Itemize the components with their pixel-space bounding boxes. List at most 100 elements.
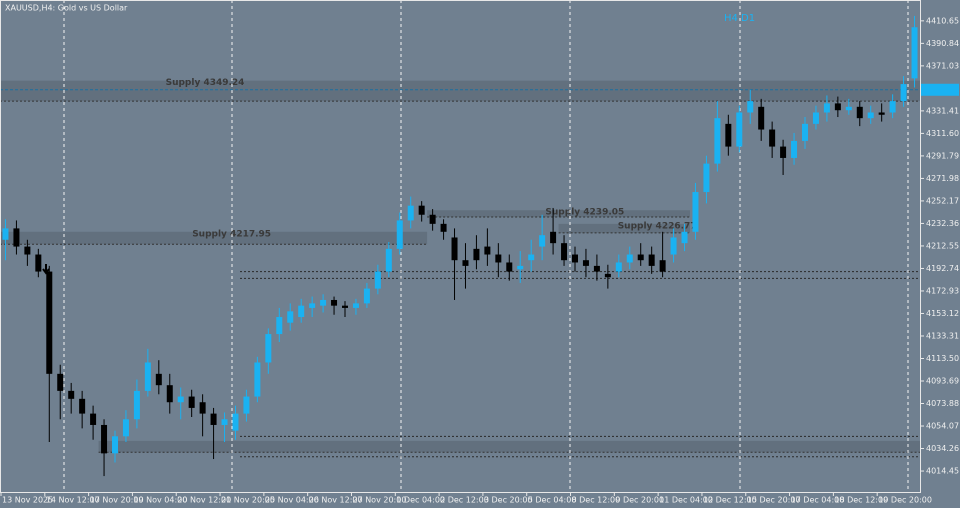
zone-label: Supply 4226.77 [618,221,697,231]
candle-body [582,260,589,266]
candle-body [221,419,228,425]
candle-body [46,271,53,374]
y-tick-label: 4093.69 [926,376,959,385]
x-tick-label: 17 Nov 20:00 [90,496,144,505]
y-tick-label: 4212.55 [926,241,959,250]
candle-body [440,223,447,232]
candle-body [385,248,392,272]
candle-body [276,317,283,335]
x-tick-label: 13 Nov 2025 [2,496,53,505]
candle-body [166,385,173,403]
y-tick-label: 4073.88 [926,399,959,408]
candle-body [648,254,655,266]
x-tick-label: 11 Dec 04:00 [659,496,713,505]
candle-body [24,246,31,255]
zone-label: Supply 4349.24 [166,78,245,88]
candle-body [900,84,907,102]
x-tick-label: 9 Dec 20:00 [615,496,664,505]
candle-body [780,146,787,158]
candle-body [363,288,370,304]
candle-body [736,112,743,147]
candle-body [845,106,852,111]
y-tick-label: 4014.45 [926,467,959,476]
candle-body [177,396,184,403]
candle-body [791,140,798,158]
candle-body [68,390,75,399]
candle-body [396,220,403,249]
x-tick-label: 2 Dec 12:00 [440,496,489,505]
y-tick-label: 4232.36 [926,219,959,228]
candle-body [593,265,600,272]
candle-body [615,262,622,272]
candle-body [451,237,458,261]
candle-body [79,398,86,414]
x-tick-label: 17 Dec 04:00 [791,496,845,505]
candle-body [352,303,359,308]
candle-body [747,101,754,113]
x-tick-label: 27 Nov 20:00 [352,496,406,505]
candle-body [802,123,808,141]
candle-body [911,27,918,79]
candle-body [342,305,348,308]
candle-body [101,424,108,454]
candle-body [144,362,151,391]
candle-body [57,373,64,391]
candle-body [210,413,217,425]
candle-body [112,436,118,454]
candle-body [473,248,480,261]
candle-body [320,299,327,306]
candle-body [681,231,688,244]
x-tick-label: 25 Nov 04:00 [265,496,319,505]
candle-body [867,112,874,119]
timeframes: H4 D1 [724,13,755,24]
candle-body [769,129,776,147]
candle-body [407,205,414,221]
x-tick-label: 21 Nov 20:00 [221,496,275,505]
x-tick-label: 19 Nov 04:00 [133,496,187,505]
y-tick-label: 4252.17 [926,196,959,205]
candle-body [528,254,535,261]
x-tick-label: 15 Dec 20:00 [747,496,801,505]
candle-body [823,103,830,113]
candle-body [604,273,611,278]
candle-body [758,106,765,130]
candle-body [309,303,316,308]
candle-body [714,118,721,164]
candle-body [812,112,819,124]
candle-body [703,163,710,193]
candle-body [725,123,732,147]
candle-body [506,262,513,272]
zone-label: Supply 4239.05 [545,208,624,218]
candle-body [692,192,699,232]
candle-body [331,299,338,306]
y-tick-label: 4271.98 [926,174,959,183]
candle-body [429,214,436,224]
candle-body [626,254,633,263]
y-tick-label: 4153.12 [926,309,959,318]
x-tick-label: 1 Dec 04:00 [396,496,445,505]
candle-body [539,235,546,247]
candle-body [287,311,294,323]
candle-body [834,103,841,111]
candle-body [561,243,568,261]
candle-body [670,237,677,255]
x-tick-label: 18 Dec 12:00 [834,496,888,505]
candle-body [265,334,272,363]
x-tick-label: 14 Nov 12:00 [46,496,100,505]
candle-body [517,265,524,270]
candle-body [122,419,129,437]
candle-body [133,390,140,420]
candle-body [199,402,206,414]
y-tick-label: 4054.07 [926,422,959,431]
candle-body [878,112,885,115]
chart-title: XAUUSD,H4: Gold vs US Dollar [5,4,128,13]
y-tick-label: 4390.84 [926,39,959,48]
separators [63,0,909,492]
candle-body [484,246,491,255]
x-tick-label: 12 Dec 12:00 [703,496,757,505]
y-tick-label: 4192.74 [926,264,959,273]
zone [98,440,921,453]
zone [427,210,690,218]
candle-body [418,205,425,215]
